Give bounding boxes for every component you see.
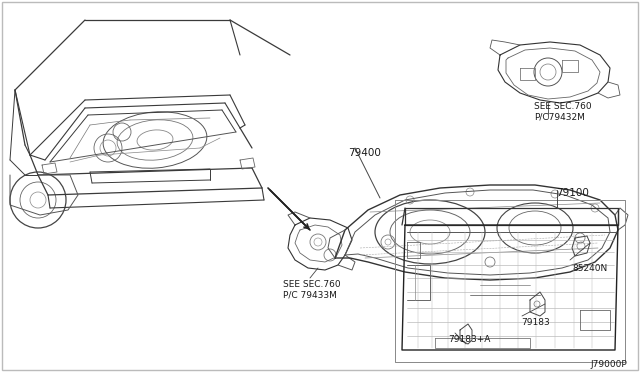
Text: 85240N: 85240N <box>572 264 607 273</box>
Text: 79183: 79183 <box>521 318 550 327</box>
Text: 79100: 79100 <box>556 188 589 198</box>
Text: P/C79432M: P/C79432M <box>534 112 585 121</box>
Text: SEE SEC.760: SEE SEC.760 <box>534 102 591 111</box>
Text: J79000P: J79000P <box>590 360 627 369</box>
Text: P/C 79433M: P/C 79433M <box>283 290 337 299</box>
Text: 79400: 79400 <box>348 148 381 158</box>
Text: SEE SEC.760: SEE SEC.760 <box>283 280 340 289</box>
Text: 79183+A: 79183+A <box>448 335 490 344</box>
